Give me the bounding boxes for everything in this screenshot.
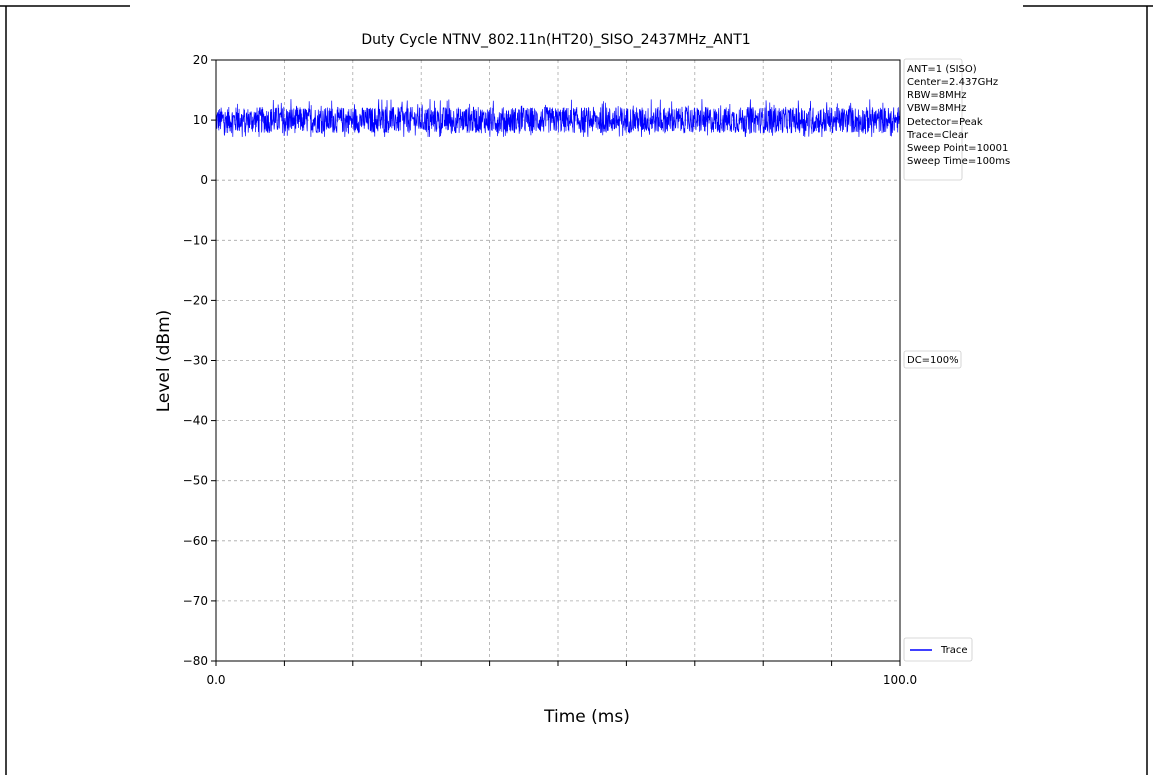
info-line: Sweep Point=10001 [907, 143, 1008, 154]
grid [216, 60, 900, 661]
info-line: ANT=1 (SISO) [907, 64, 977, 75]
x-axis: 0.0 100.0 [206, 661, 917, 687]
y-tick-label: 20 [193, 53, 208, 67]
info-box-frame [903, 58, 963, 181]
y-tick-label: −40 [183, 414, 208, 428]
y-tick-label: 10 [193, 113, 208, 127]
info-line: Sweep Time=100ms [907, 156, 1010, 167]
y-tick-label: −80 [183, 654, 208, 668]
dc-label-frame [903, 350, 962, 369]
x-tick-label: 100.0 [883, 673, 917, 687]
info-line: VBW=8MHz [907, 103, 966, 114]
x-axis-label: Time (ms) [543, 707, 630, 727]
y-tick-label: −30 [183, 354, 208, 368]
info-line: Trace=Clear [906, 130, 969, 141]
legend: Trace [903, 637, 973, 662]
y-tick-label: −60 [183, 534, 208, 548]
legend-frame [903, 637, 973, 662]
y-tick-label: −50 [183, 474, 208, 488]
trace-series [215, 99, 901, 138]
trace-line [215, 99, 901, 138]
info-box: ANT=1 (SISO) Center=2.437GHz RBW=8MHz VB… [903, 58, 1010, 181]
dc-label: DC=100% [903, 350, 962, 369]
y-tick-label: 0 [200, 173, 208, 187]
info-line: RBW=8MHz [907, 90, 966, 101]
info-line: Detector=Peak [907, 117, 983, 128]
chart-title: Duty Cycle NTNV_802.11n(HT20)_SISO_2437M… [361, 32, 750, 48]
dc-label-text: DC=100% [907, 355, 959, 366]
y-axis-label: Level (dBm) [154, 310, 174, 413]
y-tick-label: −20 [183, 293, 208, 307]
info-line: Center=2.437GHz [907, 77, 998, 88]
legend-entry-trace: Trace [940, 645, 968, 656]
x-tick-label: 0.0 [206, 673, 225, 687]
y-axis: 20 10 0 −10 −20 −30 −40 −50 −60 −70 −80 [183, 53, 216, 668]
y-tick-label: −70 [183, 594, 208, 608]
y-tick-label: −10 [183, 233, 208, 247]
